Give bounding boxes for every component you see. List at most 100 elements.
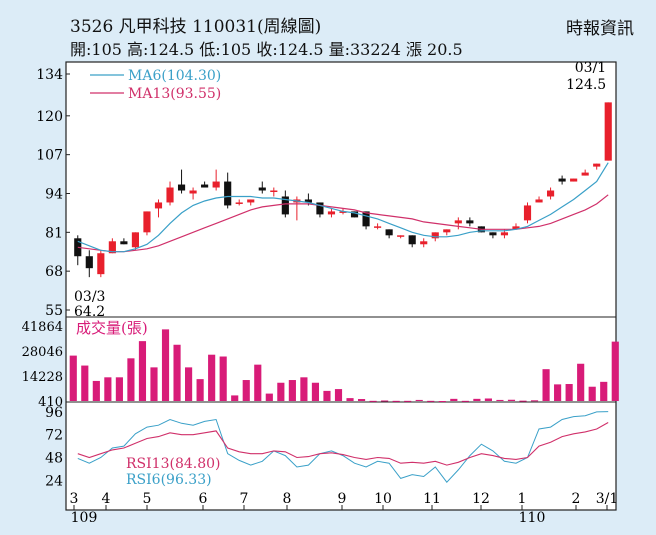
candle-body [431,232,439,239]
volume-bar [461,400,469,402]
volume-bar [127,358,135,401]
volume-bar [242,380,250,401]
candle-body [177,184,186,191]
rsi6-line [77,411,609,483]
volume-bar [369,400,377,402]
x-tick-label: 4 [102,491,111,507]
price-tick-label: 55 [45,303,63,319]
volume-bar [81,365,89,401]
candle-body [466,220,474,224]
candle-body [143,211,151,233]
volume-bar [196,379,204,401]
candle-body [108,241,116,254]
candle-body [454,220,462,224]
volume-bar [208,354,216,401]
high-date-label: 03/1 [575,60,606,76]
volume-bar [392,400,400,402]
volume-bar [104,377,112,401]
volume-bar [496,399,504,401]
volume-bar [254,364,262,401]
volume-bar [427,400,435,402]
rsi13-legend: RSI13(84.80) [126,456,220,472]
year-label: 110 [519,510,546,526]
rsi-tick-label: 48 [45,451,63,467]
rsi-tick-label: 24 [45,473,63,489]
price-tick-label: 94 [45,186,63,202]
volume-bar [346,398,354,401]
volume-bar [161,329,170,401]
x-tick-label: 9 [338,491,347,507]
candle-body [327,211,336,215]
price-tick-label: 107 [36,148,63,164]
volume-tick-label: 41864 [22,320,63,335]
rsi-tick-label: 72 [45,428,63,444]
candle-body [258,187,266,191]
volume-tick-label: 410 [38,395,63,410]
volume-bar [231,395,239,401]
volume-bar [473,398,481,401]
candle-body [281,196,289,215]
candle-body [131,232,140,248]
volume-bar [323,390,331,401]
ma6-legend: MA6(104.30) [128,68,221,84]
volume-bar [173,344,181,401]
candle-body [374,226,382,228]
data-source: 時報資訊 [566,19,634,39]
rsi6-legend: RSI6(96.33) [126,472,212,488]
volume-tick-label: 28046 [22,345,63,360]
candle-body [212,181,220,188]
volume-bar [311,382,320,401]
x-tick-label: 1 [518,491,527,507]
x-tick-label: 10 [374,491,392,507]
candle-body [523,205,532,221]
x-tick-label: 7 [240,491,249,507]
price-tick-label: 68 [45,264,63,280]
volume-bar [438,401,446,402]
chart-title: 3526 凡甲科技 110031(周線圖) [70,17,322,37]
candle-body [85,256,93,269]
ma6-line [77,162,609,253]
x-tick-label: 3/1 [596,491,619,507]
volume-bar [277,382,285,401]
volume-bar [219,356,227,401]
candle-body [604,102,612,161]
candle-body [570,178,578,182]
candle-body [154,202,163,209]
candle-body [120,241,128,245]
volume-bar [404,400,412,402]
volume-bar [138,341,147,401]
low-date-label: 03/3 [74,289,105,305]
candle-body [581,172,589,176]
candle-body [397,235,405,237]
candle-body [443,229,451,233]
rsi-tick-label: 96 [45,405,63,421]
volume-bar [92,380,100,401]
candle-body [316,202,324,215]
x-tick-label: 2 [572,491,581,507]
x-tick-label: 11 [423,491,441,507]
volume-bar [185,367,193,401]
volume-bar [600,381,608,401]
volume-bar [565,384,573,401]
volume-bar [415,399,423,401]
volume-bar [450,398,458,401]
low-value-label: 64.2 [74,304,105,320]
quote-summary: 開:105 高:124.5 低:105 收:124.5 量:33224 漲 20… [70,40,463,59]
plot-frame [65,61,617,511]
volume-bar [334,389,343,401]
candle-body [189,190,197,194]
volume-bar [507,399,516,401]
volume-legend: 成交量(張) [76,319,148,337]
candle-body [247,199,255,203]
volume-bar [530,400,539,402]
candle-body [535,199,543,203]
candle-body [593,163,601,167]
volume-bar [381,400,389,402]
volume-bar [577,363,585,401]
volume-bar [588,386,596,401]
ma13-legend: MA13(93.55) [128,86,221,102]
price-tick-label: 134 [36,67,63,83]
candle-body [74,238,82,257]
x-tick-label: 6 [199,491,208,507]
candle-body [385,229,393,236]
